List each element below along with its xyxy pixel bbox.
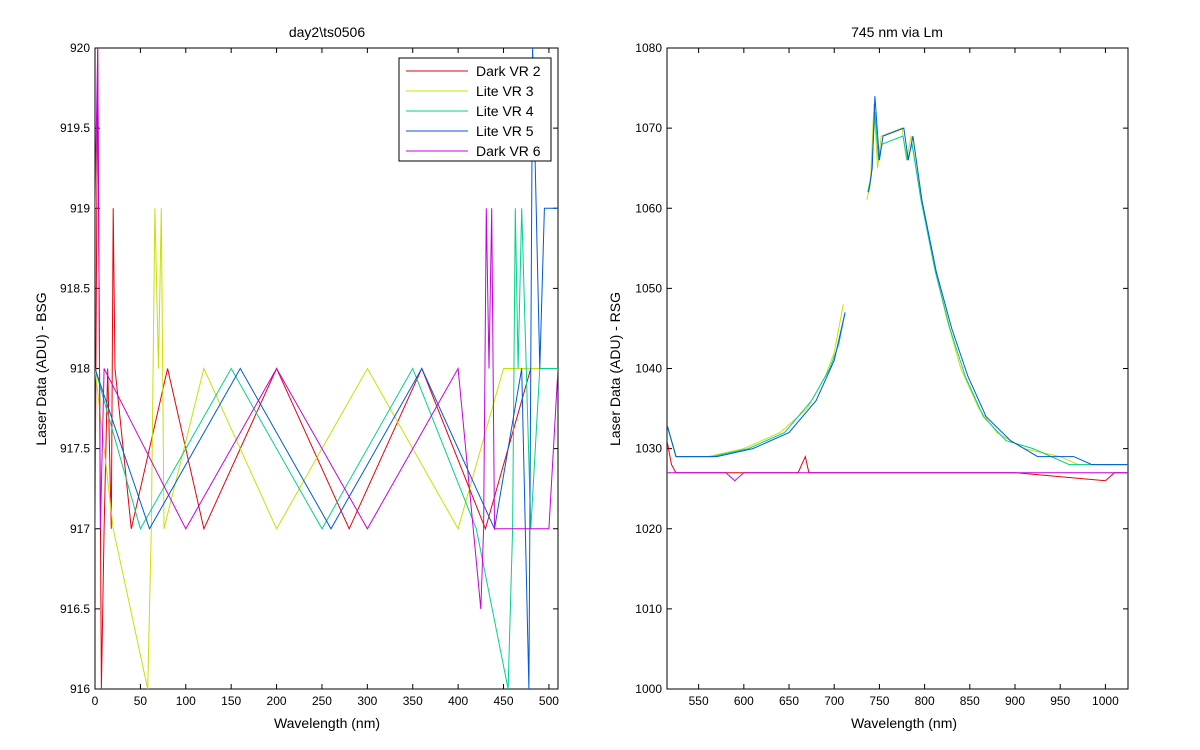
left-y-tick-label: 916.5 xyxy=(60,602,90,616)
right-y-tick-label: 1000 xyxy=(635,682,662,696)
left-title: day2\ts0506 xyxy=(289,24,365,40)
legend-entry: Dark VR 2 xyxy=(476,63,541,79)
right-x-tick-label: 600 xyxy=(734,694,754,708)
right-x-tick-label: 700 xyxy=(824,694,844,708)
right-y-tick-label: 1080 xyxy=(635,41,662,55)
right-x-tick-label: 1000 xyxy=(1092,694,1119,708)
left-x-tick-label: 450 xyxy=(494,694,514,708)
left-y-tick-label: 919.5 xyxy=(60,121,90,135)
right-x-tick-label: 950 xyxy=(1050,694,1070,708)
right-x-tick-label: 550 xyxy=(689,694,709,708)
right-xlabel: Wavelength (nm) xyxy=(851,715,957,731)
right-x-tick-label: 850 xyxy=(960,694,980,708)
right-x-tick-label: 900 xyxy=(1005,694,1025,708)
right-title: 745 nm via Lm xyxy=(851,24,943,40)
left-x-tick-label: 300 xyxy=(357,694,377,708)
left-y-tick-label: 920 xyxy=(70,41,90,55)
right-series-dark-vr-6 xyxy=(667,472,1128,482)
left-x-tick-label: 250 xyxy=(312,694,332,708)
left-series-lines xyxy=(95,48,558,689)
left-x-tick-label: 100 xyxy=(176,694,196,708)
right-panel: 550 600 650 700 750 800 850 900 950 1000 1000 1010 1… xyxy=(607,24,1129,731)
right-y-tick-label: 1070 xyxy=(635,121,662,135)
legend: Dark VR 2 Lite VR 3 Lite VR 4 Lite VR 5 Dark… xyxy=(398,57,552,162)
right-x-tick-label: 750 xyxy=(869,694,889,708)
left-series-dark-vr-6 xyxy=(95,48,558,609)
left-series-dark-vr-2 xyxy=(95,48,558,689)
legend-items: Dark VR 2 Lite VR 3 Lite VR 4 Lite VR 5 Dark… xyxy=(406,63,541,159)
left-xlabel: Wavelength (nm) xyxy=(274,715,380,731)
left-series-lite-vr-3 xyxy=(95,208,558,689)
left-y-tick-label: 918.5 xyxy=(60,281,90,295)
right-y-tick-label: 1020 xyxy=(635,522,662,536)
left-y-tick-label: 918 xyxy=(70,362,90,376)
left-panel: 0 50 100 150 200 250 300 350 400 450 500 916 916.5 91… xyxy=(33,24,559,731)
left-y-tick-label: 919 xyxy=(70,201,90,215)
legend-entry: Lite VR 4 xyxy=(476,103,534,119)
left-x-tick-label: 500 xyxy=(539,694,559,708)
right-y-tick-label: 1050 xyxy=(635,281,662,295)
left-ylabel: Laser Data (ADU) - BSG xyxy=(33,292,49,445)
right-ticks: 550 600 650 700 750 800 850 900 950 1000 1000 1010 1… xyxy=(635,41,1128,708)
right-plot-area xyxy=(666,47,1129,690)
left-y-tick-label: 917 xyxy=(70,522,90,536)
left-ticks: 0 50 100 150 200 250 300 350 400 450 500 916 916.5 91… xyxy=(60,41,559,708)
legend-entry: Lite VR 3 xyxy=(476,83,534,99)
left-series-lite-vr-4 xyxy=(95,208,558,689)
left-x-tick-label: 400 xyxy=(448,694,468,708)
right-series-lite-vr-5 xyxy=(868,96,1128,466)
right-x-tick-label: 650 xyxy=(779,694,799,708)
right-y-tick-label: 1040 xyxy=(635,362,662,376)
right-y-tick-label: 1060 xyxy=(635,201,662,215)
left-x-tick-label: 0 xyxy=(92,694,99,708)
legend-entry: Dark VR 6 xyxy=(476,143,541,159)
right-series-lines xyxy=(667,96,1128,482)
right-y-tick-label: 1030 xyxy=(635,442,662,456)
right-y-tick-label: 1010 xyxy=(635,602,662,616)
left-y-tick-label: 917.5 xyxy=(60,442,90,456)
right-series-lite-vr-5 xyxy=(667,312,846,458)
right-x-tick-label: 800 xyxy=(915,694,935,708)
left-x-tick-label: 150 xyxy=(221,694,241,708)
legend-entry: Lite VR 5 xyxy=(476,123,534,139)
left-x-tick-label: 350 xyxy=(403,694,423,708)
left-x-tick-label: 50 xyxy=(134,694,148,708)
legend-box xyxy=(398,57,552,162)
left-y-tick-label: 916 xyxy=(70,682,90,696)
left-x-tick-label: 200 xyxy=(267,694,287,708)
right-ylabel: Laser Data (ADU) - RSG xyxy=(607,292,623,446)
